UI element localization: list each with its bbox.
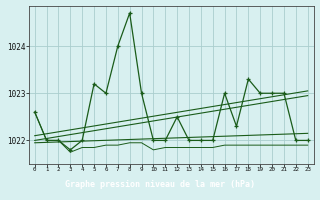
Text: Graphe pression niveau de la mer (hPa): Graphe pression niveau de la mer (hPa) (65, 180, 255, 189)
